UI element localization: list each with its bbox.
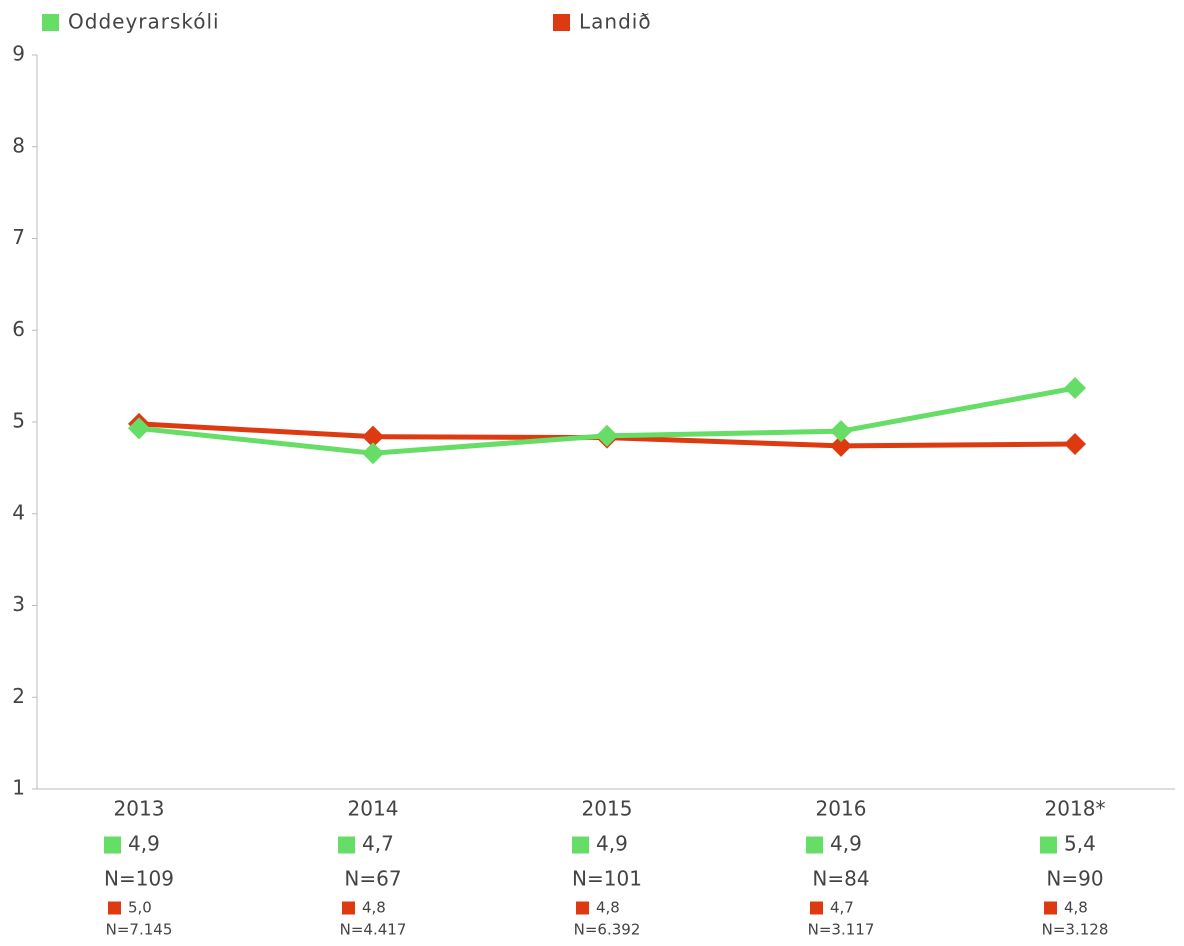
- n-label: N=3.117: [808, 921, 875, 939]
- value-label: 4,8: [596, 899, 620, 917]
- point: [362, 425, 384, 448]
- point: [830, 434, 852, 457]
- y-tick-label: 1: [12, 776, 25, 800]
- value-label: 4,9: [596, 832, 628, 856]
- y-tick-label: 2: [12, 684, 25, 708]
- table-swatch: [572, 836, 589, 854]
- n-label: N=90: [1046, 867, 1103, 891]
- point: [128, 417, 150, 440]
- x-tick-label: 2014: [348, 797, 399, 821]
- point: [362, 442, 384, 465]
- point: [1064, 377, 1086, 400]
- value-label: 4,8: [1064, 899, 1088, 917]
- x-tick-label: 2013: [114, 797, 165, 821]
- table-swatch: [1044, 901, 1057, 915]
- legend-swatch: [553, 14, 570, 31]
- value-label: 5,4: [1064, 832, 1096, 856]
- point: [596, 424, 618, 447]
- point: [830, 420, 852, 443]
- table-swatch: [104, 836, 121, 854]
- table-swatch: [338, 836, 355, 854]
- y-tick-label: 3: [12, 592, 25, 616]
- table-swatch: [1040, 836, 1057, 854]
- y-tick-label: 4: [12, 500, 25, 524]
- legend-label: Landið: [579, 10, 652, 34]
- n-label: N=6.392: [574, 921, 641, 939]
- value-label: 4,7: [362, 832, 394, 856]
- x-tick-label: 2015: [582, 797, 633, 821]
- y-tick-label: 7: [12, 225, 25, 249]
- table-swatch: [810, 901, 823, 915]
- y-tick-label: 8: [12, 133, 25, 157]
- n-label: N=3.128: [1042, 921, 1109, 939]
- value-label: 4,9: [128, 832, 160, 856]
- n-label: N=101: [572, 867, 642, 891]
- x-tick-label: 2018*: [1045, 797, 1106, 821]
- x-tick-label: 2016: [816, 797, 867, 821]
- n-label: N=4.417: [340, 921, 407, 939]
- table-swatch: [806, 836, 823, 854]
- n-label: N=67: [344, 867, 401, 891]
- value-label: 4,9: [830, 832, 862, 856]
- table-swatch: [108, 901, 121, 915]
- n-label: N=7.145: [106, 921, 173, 939]
- y-tick-label: 5: [12, 409, 25, 433]
- y-tick-label: 6: [12, 317, 25, 341]
- value-label: 4,8: [362, 899, 386, 917]
- legend-label: Oddeyrarskóli: [68, 10, 220, 34]
- point: [1064, 433, 1086, 456]
- n-label: N=84: [812, 867, 869, 891]
- y-tick-label: 9: [12, 42, 25, 66]
- table-swatch: [342, 901, 355, 915]
- n-label: N=109: [104, 867, 174, 891]
- table-swatch: [576, 901, 589, 915]
- value-label: 5,0: [128, 899, 152, 917]
- value-label: 4,7: [830, 899, 854, 917]
- legend-swatch: [42, 14, 59, 31]
